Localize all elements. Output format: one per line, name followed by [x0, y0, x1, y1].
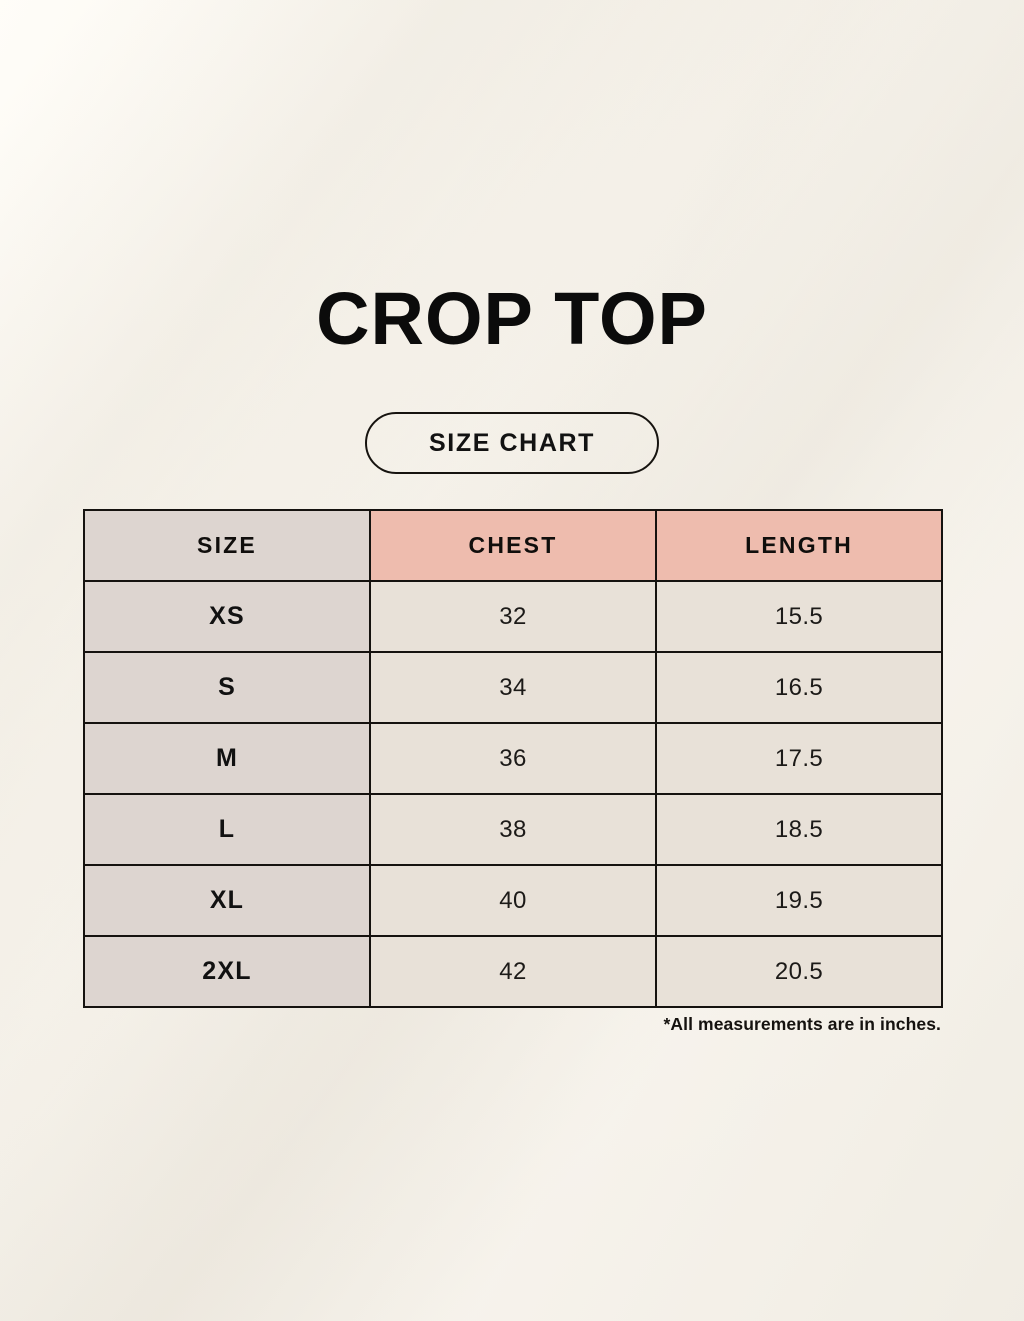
subtitle-badge-container: SIZE CHART [0, 412, 1024, 474]
page-title: CROP TOP [316, 277, 708, 360]
cell-length-value: 15.5 [774, 602, 824, 630]
column-header-size-label: SIZE [197, 532, 257, 558]
column-header-size: SIZE [83, 509, 371, 582]
cell-length: 19.5 [655, 864, 943, 937]
table-row: XL 40 19.5 [83, 864, 943, 937]
cell-size-label: L [218, 815, 236, 843]
cell-size-label: XL [209, 886, 245, 914]
cell-size: M [83, 722, 371, 795]
table-row: M 36 17.5 [83, 722, 943, 795]
cell-length-value: 18.5 [774, 815, 824, 843]
cell-length: 18.5 [655, 793, 943, 866]
table-row: XS 32 15.5 [83, 580, 943, 653]
cell-chest: 38 [369, 793, 657, 866]
cell-chest: 42 [369, 935, 657, 1008]
size-chart-badge-label: SIZE CHART [429, 428, 595, 457]
cell-chest-value: 38 [499, 815, 527, 843]
cell-size-label: M [215, 744, 239, 772]
cell-size: XL [83, 864, 371, 937]
cell-size-label: S [218, 673, 236, 701]
cell-length-value: 16.5 [774, 673, 824, 701]
cell-chest: 40 [369, 864, 657, 937]
cell-length: 17.5 [655, 722, 943, 795]
cell-chest-value: 34 [499, 673, 527, 701]
column-header-chest: CHEST [369, 509, 657, 582]
table-row: S 34 16.5 [83, 651, 943, 724]
cell-size-label: XS [209, 602, 245, 630]
cell-chest: 32 [369, 580, 657, 653]
cell-chest-value: 40 [499, 886, 527, 914]
column-header-length-label: LENGTH [745, 532, 853, 558]
cell-chest-value: 36 [499, 744, 527, 772]
size-chart-table: SIZE CHEST LENGTH XS 32 15.5 [83, 509, 943, 1008]
table-row: L 38 18.5 [83, 793, 943, 866]
measurement-footnote: *All measurements are in inches. [663, 1014, 941, 1034]
cell-size-label: 2XL [202, 957, 252, 985]
table-row: 2XL 42 20.5 [83, 935, 943, 1008]
table-body: XS 32 15.5 S 34 16.5 [83, 580, 943, 1008]
cell-length: 15.5 [655, 580, 943, 653]
cell-size: XS [83, 580, 371, 653]
table-header-row: SIZE CHEST LENGTH [83, 509, 943, 582]
cell-length-value: 17.5 [774, 744, 824, 772]
cell-length-value: 20.5 [774, 957, 824, 985]
cell-chest: 36 [369, 722, 657, 795]
size-chart-badge: SIZE CHART [365, 412, 659, 474]
cell-chest: 34 [369, 651, 657, 724]
cell-length: 16.5 [655, 651, 943, 724]
table-header: SIZE CHEST LENGTH [83, 509, 943, 582]
cell-chest-value: 32 [499, 602, 527, 630]
cell-size: S [83, 651, 371, 724]
cell-length: 20.5 [655, 935, 943, 1008]
cell-chest-value: 42 [499, 957, 527, 985]
column-header-length: LENGTH [655, 509, 943, 582]
cell-size: L [83, 793, 371, 866]
cell-length-value: 19.5 [774, 886, 824, 914]
column-header-chest-label: CHEST [468, 532, 558, 558]
cell-size: 2XL [83, 935, 371, 1008]
